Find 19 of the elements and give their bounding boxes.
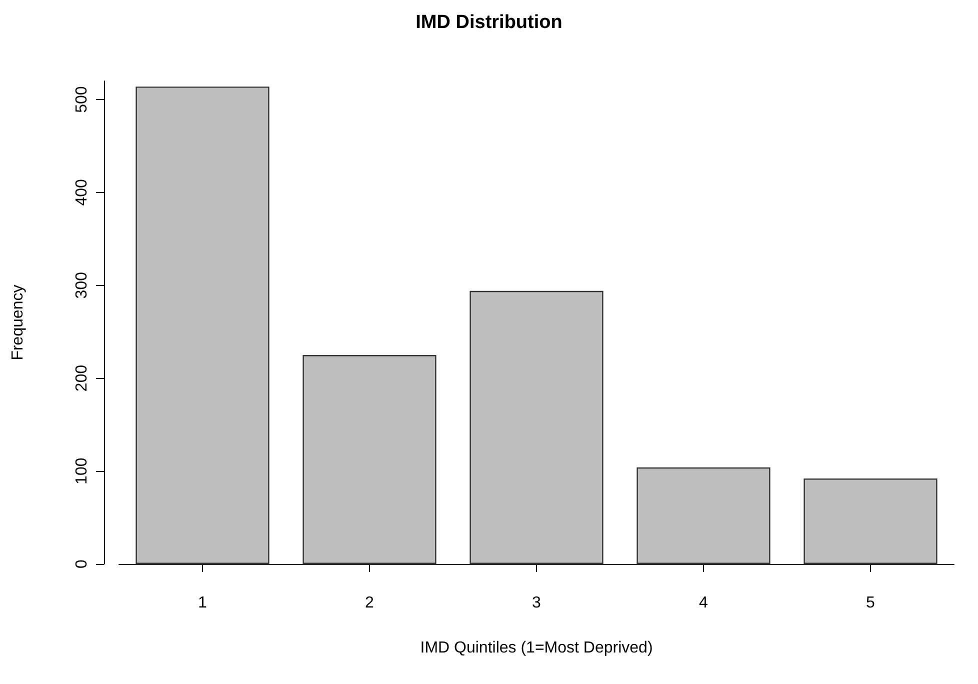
x-tick-label: 1 — [198, 594, 208, 612]
y-tick-label: 400 — [74, 179, 90, 206]
y-tick-label: 0 — [74, 559, 90, 568]
bar — [136, 86, 270, 564]
bar — [302, 355, 436, 564]
y-tick-label: 200 — [74, 364, 90, 392]
x-tick-label: 5 — [866, 594, 876, 612]
x-tick-label: 2 — [365, 594, 374, 612]
x-tick-label: 4 — [699, 594, 708, 612]
bar — [470, 290, 604, 564]
y-tick-label: 300 — [74, 272, 90, 299]
y-axis-title: Frequency — [10, 284, 26, 360]
chart-title: IMD Distribution — [416, 12, 562, 33]
x-tick-label: 3 — [532, 594, 542, 612]
bar — [804, 478, 938, 564]
y-tick-label: 500 — [74, 86, 90, 113]
x-axis-title: IMD Quintiles (1=Most Deprived) — [420, 640, 653, 656]
y-tick-label: 100 — [74, 458, 90, 484]
bar — [636, 467, 770, 564]
